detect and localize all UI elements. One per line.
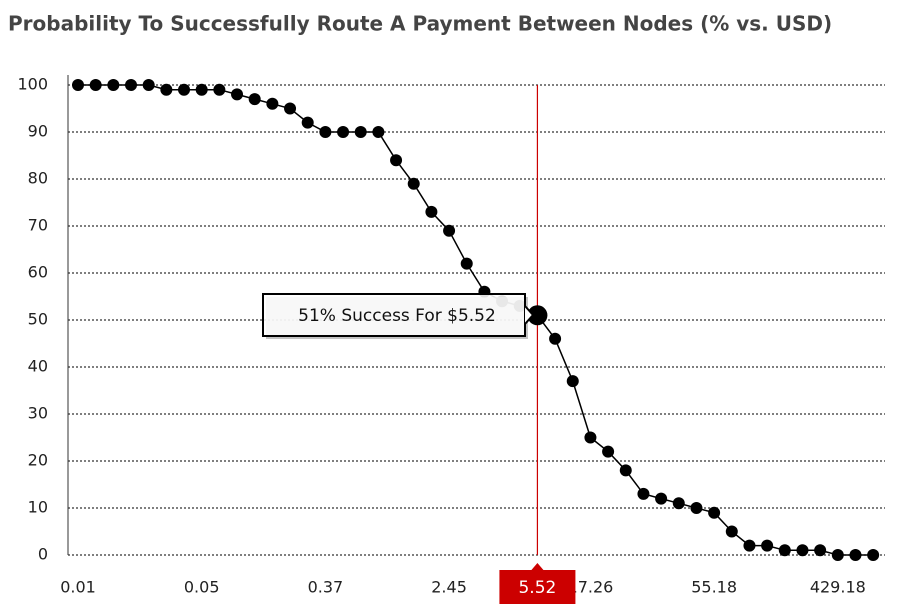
point (337, 126, 350, 138)
y-tick-label: 90 (28, 122, 48, 141)
point (778, 544, 791, 557)
point (407, 177, 420, 190)
x-tick-label: 2.45 (431, 578, 467, 597)
y-tick-label: 0 (38, 545, 48, 564)
point (284, 102, 297, 115)
tooltip (262, 293, 526, 337)
point (796, 544, 809, 557)
y-tick-label: 70 (28, 216, 48, 235)
highlight-point (527, 305, 548, 326)
point (849, 549, 862, 561)
point (142, 79, 155, 91)
point (372, 126, 385, 138)
x-tick-label: 55.18 (691, 578, 737, 597)
point (178, 83, 191, 96)
point (761, 539, 774, 552)
point (248, 93, 261, 106)
point (195, 83, 208, 96)
y-tick-label: 40 (28, 357, 48, 376)
point (690, 502, 703, 514)
point (814, 544, 827, 557)
y-tick-label: 20 (28, 451, 48, 470)
point (390, 154, 403, 167)
point (301, 116, 314, 129)
point (637, 487, 650, 500)
point (72, 79, 84, 91)
y-tick-label: 60 (28, 263, 48, 282)
point (672, 497, 685, 510)
y-tick-label: 10 (28, 498, 48, 517)
point (566, 375, 579, 388)
point (831, 549, 844, 561)
x-tick-label: 429.18 (810, 578, 866, 597)
tooltip-text: 51% Success For $5.52 (298, 306, 496, 326)
point (354, 126, 367, 138)
x-tick-label: 0.01 (60, 578, 96, 597)
point (266, 97, 279, 110)
point (231, 88, 244, 101)
point (655, 492, 668, 505)
tooltip-arrow (524, 305, 535, 325)
point (743, 539, 756, 552)
x-badge-label: 5.52 (518, 578, 556, 598)
y-tick-label: 50 (28, 310, 48, 329)
chart-title: Probability To Successfully Route A Paym… (8, 12, 832, 36)
x-tick-label: 0.05 (184, 578, 220, 597)
point (107, 79, 120, 91)
point (89, 79, 102, 91)
y-tick-label: 80 (28, 169, 48, 188)
y-tick-label: 30 (28, 404, 48, 423)
point (584, 431, 597, 444)
point (160, 83, 173, 96)
point (443, 224, 456, 237)
point (319, 126, 332, 138)
point (708, 506, 721, 519)
point (602, 445, 615, 458)
point (125, 79, 138, 91)
x-badge (499, 570, 576, 604)
point (549, 332, 562, 345)
point (867, 549, 880, 561)
line (78, 84, 874, 556)
x-badge-arrow (531, 563, 544, 570)
point (725, 525, 738, 538)
point (619, 464, 632, 477)
point (460, 257, 473, 270)
y-tick-label: 100 (17, 75, 48, 94)
point (425, 205, 438, 218)
x-tick-label: 0.37 (308, 578, 344, 597)
x-tick-label: 17.26 (568, 578, 614, 597)
point (213, 83, 226, 96)
